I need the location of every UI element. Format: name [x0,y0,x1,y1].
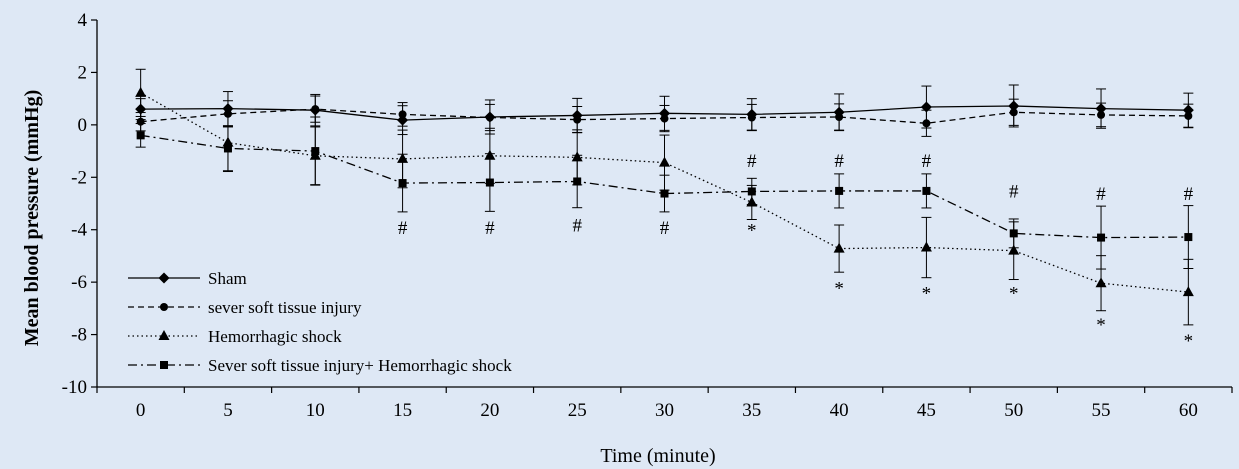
significance-star-marker: * [1009,284,1019,305]
data-point-sever-soft-tissue-injury-hemorrhagic-shock [223,144,232,153]
x-tick-label: 40 [830,400,849,421]
data-point-hemorrhagic-shock [135,86,147,97]
data-point-hemorrhagic-shock [1008,244,1020,255]
x-tick-label: 30 [655,400,674,421]
data-point-hemorrhagic-shock [484,149,496,160]
data-point-sham [1008,100,1020,112]
y-tick-label: -10 [62,377,87,398]
y-tick-label: -2 [71,167,87,188]
y-tick-label: -6 [71,272,87,293]
x-tick-label: 35 [742,400,761,421]
data-point-sever-soft-tissue-injury [398,110,407,119]
legend-label-sham: Sham [208,269,247,288]
data-point-hemorrhagic-shock [746,196,758,207]
significance-hash-marker: # [747,151,757,172]
data-point-sham [1095,103,1107,115]
y-tick-label: -4 [71,220,87,241]
data-point-hemorrhagic-shock [571,151,583,162]
data-point-sever-soft-tissue-injury [136,117,145,126]
data-point-sham [1182,104,1194,116]
data-point-hemorrhagic-shock [1182,286,1194,297]
data-point-sever-soft-tissue-injury [573,115,582,124]
legend-marker-hemorrhagic-shock [158,330,170,340]
data-point-hemorrhagic-shock [222,136,234,147]
y-tick-label: 0 [78,115,88,136]
data-point-sever-soft-tissue-injury-hemorrhagic-shock [1097,233,1106,242]
x-tick-label: 50 [1004,400,1023,421]
significance-star-marker: * [1184,331,1194,352]
data-point-sham [920,101,932,113]
series-markers-layer [135,86,1194,297]
legend-label-sever-soft-tissue-injury: sever soft tissue injury [208,298,362,317]
data-point-sever-soft-tissue-injury-hemorrhagic-shock [573,177,582,186]
data-point-sever-soft-tissue-injury-hemorrhagic-shock [747,187,756,196]
data-point-sever-soft-tissue-injury-hemorrhagic-shock [1184,233,1193,242]
data-point-hemorrhagic-shock [920,241,932,252]
data-point-sham [397,114,409,126]
data-point-sever-soft-tissue-injury [485,113,494,122]
x-axis-title: Time (minute) [600,445,715,467]
data-point-hemorrhagic-shock [833,242,845,253]
significance-star-marker: * [922,284,932,305]
data-point-sever-soft-tissue-injury [835,112,844,121]
x-tick-label: 20 [480,400,499,421]
legend-label-sever-soft-tissue-injury-hemorrhagic-shock: Sever soft tissue injury+ Hemorrhagic sh… [208,356,512,375]
data-point-sever-soft-tissue-injury [660,114,669,123]
data-point-sever-soft-tissue-injury-hemorrhagic-shock [922,186,931,195]
y-axis-title: Mean blood pressure (mmHg) [21,90,43,346]
data-point-hemorrhagic-shock [659,156,670,167]
data-point-sham [135,103,147,115]
significance-hash-marker: # [1009,181,1019,202]
legend-label-hemorrhagic-shock: Hemorrhagic shock [208,327,342,346]
data-point-sever-soft-tissue-injury [747,113,756,122]
significance-hash-marker: # [398,218,408,239]
x-tick-label: 45 [917,400,936,421]
data-point-sever-soft-tissue-injury [1184,111,1193,120]
annotations-layer: # # # # # * # * # * # * # * # * [398,151,1194,352]
x-tick-label: 25 [568,400,587,421]
data-point-hemorrhagic-shock [1095,277,1107,288]
legend-marker-sever-soft-tissue-injury-hemorrhagic-shock [160,361,168,369]
data-point-sever-soft-tissue-injury-hemorrhagic-shock [398,179,407,188]
data-point-sever-soft-tissue-injury-hemorrhagic-shock [485,178,494,187]
significance-hash-marker: # [572,215,582,236]
significance-hash-marker: # [485,218,495,239]
data-point-sever-soft-tissue-injury [311,105,320,114]
x-tick-label: 0 [136,400,146,421]
data-point-sever-soft-tissue-injury [1009,108,1018,117]
x-tick-label: 15 [393,400,412,421]
legend-marker-sham [158,272,170,284]
x-tick-label: 55 [1092,400,1111,421]
significance-star-marker: * [747,221,757,242]
y-tick-label: -8 [71,325,87,346]
significance-hash-marker: # [922,151,932,172]
data-point-sever-soft-tissue-injury-hemorrhagic-shock [136,131,145,140]
data-point-sever-soft-tissue-injury [223,109,232,118]
y-tick-label: 2 [78,62,88,83]
significance-hash-marker: # [660,218,670,239]
y-tick-label: 4 [78,10,88,31]
significance-star-marker: * [834,278,844,299]
significance-star-marker: * [1096,315,1106,336]
legend-marker-sever-soft-tissue-injury [160,303,168,311]
significance-hash-marker: # [834,151,844,172]
data-point-sever-soft-tissue-injury-hemorrhagic-shock [660,189,669,198]
x-tick-label: 60 [1179,400,1198,421]
legend: Sham sever soft tissue injury Hemorrhagic … [128,269,512,375]
data-point-sever-soft-tissue-injury [922,119,931,128]
axes-layer: 420-2-4-6-8-100 5 10 15 20 25 30 35 40 45 50 55 60 [62,10,1233,421]
x-tick-label: 5 [223,400,233,421]
data-point-sever-soft-tissue-injury-hemorrhagic-shock [1009,229,1018,238]
data-point-sever-soft-tissue-injury [1097,110,1106,119]
significance-hash-marker: # [1096,184,1106,205]
significance-hash-marker: # [1184,184,1194,205]
x-tick-label: 10 [306,400,325,421]
data-point-hemorrhagic-shock [397,152,409,163]
data-point-sever-soft-tissue-injury-hemorrhagic-shock [835,186,844,195]
data-point-sever-soft-tissue-injury-hemorrhagic-shock [311,147,320,156]
